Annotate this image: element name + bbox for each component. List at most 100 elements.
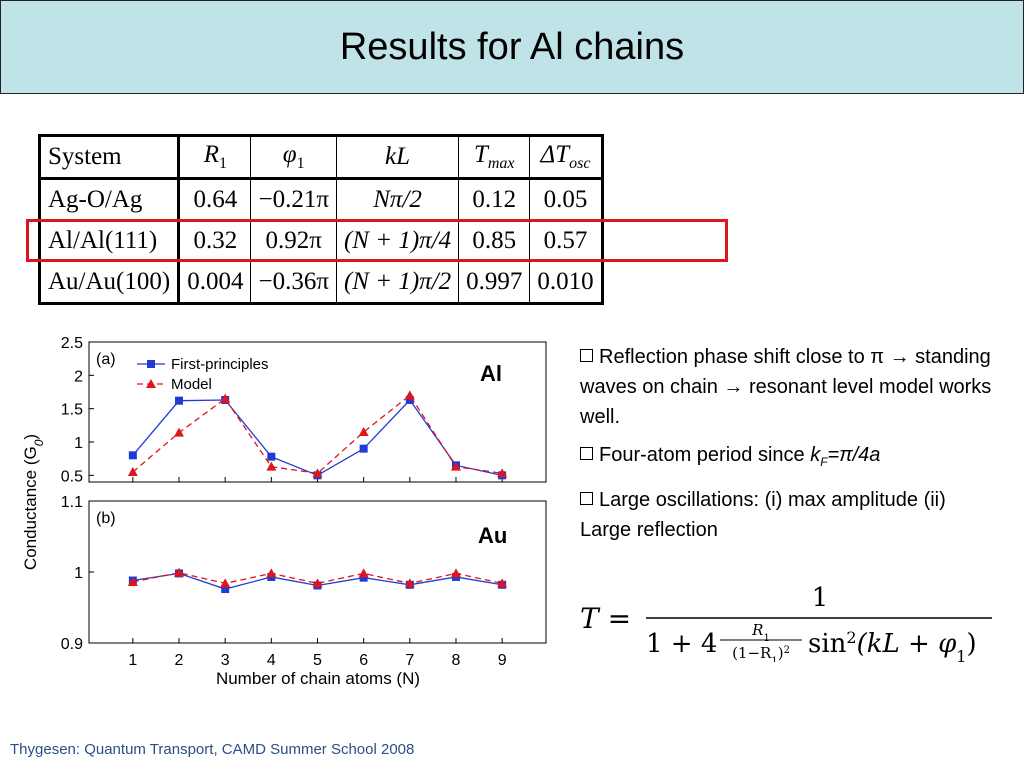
table-row: Au/Au(100) 0.004 −0.36π (N + 1)π/2 0.997… bbox=[38, 261, 603, 304]
formula-lhs: T = bbox=[580, 602, 631, 635]
data-point-square bbox=[175, 396, 184, 405]
data-point-triangle bbox=[174, 567, 185, 577]
x-tick-label: 8 bbox=[452, 652, 461, 669]
data-point-triangle bbox=[266, 568, 277, 578]
x-tick-label: 3 bbox=[221, 652, 230, 669]
plot-frame bbox=[88, 341, 547, 483]
x-axis-label: Number of chain atoms (N) bbox=[216, 669, 420, 688]
data-point-square bbox=[359, 573, 368, 582]
header-kl: kL bbox=[335, 135, 460, 180]
formula-sine-term: sin2(kL + φ1) bbox=[808, 628, 977, 663]
x-tick-label: 9 bbox=[498, 652, 507, 669]
legend-triangle-marker bbox=[146, 379, 156, 388]
checkbox-bullet-icon bbox=[580, 349, 593, 362]
panel-label: (a) bbox=[96, 351, 116, 368]
series-line-model bbox=[132, 394, 503, 475]
cell-r1: 0.004 bbox=[178, 261, 252, 304]
data-point-triangle bbox=[266, 461, 277, 471]
title-bar: Results for Al chains bbox=[0, 0, 1024, 94]
data-point-triangle bbox=[497, 468, 508, 478]
y-tick-label: 1 bbox=[74, 435, 83, 452]
header-system: System bbox=[38, 135, 181, 180]
bullet-list: Reflection phase shift close to π → stan… bbox=[580, 342, 1000, 553]
x-tick-label: 5 bbox=[313, 652, 322, 669]
conductance-chart: Conductance (G0) Number of chain atoms (… bbox=[21, 335, 547, 688]
cell-kl: (N + 1)π/2 bbox=[335, 261, 460, 304]
data-point-triangle bbox=[127, 467, 138, 476]
y-tick-label: 1 bbox=[74, 565, 83, 582]
formula-inner-numerator: R1 bbox=[751, 621, 770, 644]
y-axis-label: Conductance (G0) bbox=[21, 434, 46, 570]
legend-label: First-principles bbox=[171, 356, 269, 373]
cell-phi1: −0.36π bbox=[250, 261, 337, 304]
data-point-triangle bbox=[450, 568, 461, 578]
cell-tmax: 0.12 bbox=[458, 178, 531, 221]
formula-numerator: 1 bbox=[812, 583, 829, 613]
data-point-triangle bbox=[312, 578, 323, 588]
cell-r1: 0.32 bbox=[178, 220, 252, 262]
x-tick-label: 4 bbox=[267, 652, 276, 669]
cell-r1: 0.64 bbox=[178, 178, 252, 221]
data-point-triangle bbox=[358, 568, 369, 578]
cell-tmax: 0.997 bbox=[458, 261, 531, 304]
checkbox-bullet-icon bbox=[580, 492, 593, 505]
header-phi1: φ1 bbox=[250, 135, 337, 180]
data-point-triangle bbox=[312, 468, 323, 478]
results-table: System R1 φ1 kL Tmax ΔTosc Ag-O/Ag 0.64 … bbox=[38, 134, 604, 305]
series-line-model bbox=[132, 572, 503, 585]
data-point-square bbox=[405, 396, 414, 404]
y-tick-label: 2 bbox=[74, 368, 83, 385]
cell-kl: Nπ/2 bbox=[335, 178, 460, 221]
cell-system: Ag-O/Ag bbox=[38, 178, 181, 221]
cell-kl: (N + 1)π/4 bbox=[335, 220, 460, 262]
data-point-triangle bbox=[497, 578, 508, 588]
data-point-triangle bbox=[450, 461, 461, 471]
data-point-triangle bbox=[220, 578, 231, 588]
formula-inner-denominator: (1−R1)2 bbox=[732, 644, 790, 662]
header-r1: R1 bbox=[178, 135, 252, 180]
cell-system: Au/Au(100) bbox=[38, 261, 181, 304]
y-tick-label: 0.9 bbox=[61, 636, 83, 653]
y-tick-label: 1.5 bbox=[61, 402, 83, 419]
y-tick-label: 2.5 bbox=[61, 335, 83, 352]
legend-label: Model bbox=[171, 376, 212, 393]
cell-dtosc: 0.57 bbox=[529, 220, 603, 262]
bullet-item: Reflection phase shift close to π → stan… bbox=[580, 346, 992, 428]
formula-denominator-start: 1 + 4 bbox=[646, 629, 717, 659]
bullet-item: Large oscillations: (i) max amplitude (i… bbox=[580, 489, 946, 541]
footer-credit: Thygesen: Quantum Transport, CAMD Summer… bbox=[10, 741, 415, 758]
panel-label-au: Au bbox=[478, 523, 508, 548]
cell-dtosc: 0.05 bbox=[529, 178, 603, 221]
data-point-square bbox=[128, 451, 137, 460]
table-header-row: System R1 φ1 kL Tmax ΔTosc bbox=[38, 135, 603, 180]
y-tick-label: 1.1 bbox=[61, 494, 83, 511]
table-row: Ag-O/Ag 0.64 −0.21π Nπ/2 0.12 0.05 bbox=[38, 178, 603, 221]
legend-square-marker bbox=[147, 360, 155, 368]
transmission-formula: T = 1 1 + 4 R1 (1−R1)2 sin2(kL + φ1) bbox=[580, 583, 992, 663]
page-title: Results for Al chains bbox=[339, 25, 685, 68]
x-tick-label: 1 bbox=[128, 652, 137, 669]
cell-dtosc: 0.010 bbox=[529, 261, 603, 304]
header-dtosc: ΔTosc bbox=[529, 135, 603, 180]
panel-label: (b) bbox=[96, 510, 116, 527]
data-point-square bbox=[267, 452, 276, 461]
cell-phi1: −0.21π bbox=[250, 178, 337, 221]
y-tick-label: 0.5 bbox=[61, 468, 83, 485]
data-point-square bbox=[359, 444, 368, 453]
x-tick-label: 2 bbox=[175, 652, 184, 669]
x-tick-label: 6 bbox=[359, 652, 368, 669]
checkbox-bullet-icon bbox=[580, 447, 593, 460]
data-point-triangle bbox=[174, 427, 185, 437]
data-point-triangle bbox=[358, 427, 369, 436]
data-point-triangle bbox=[220, 393, 231, 403]
data-point-triangle bbox=[127, 576, 138, 586]
data-point-triangle bbox=[404, 390, 415, 400]
x-tick-label: 7 bbox=[405, 652, 414, 669]
cell-phi1: 0.92π bbox=[250, 220, 337, 262]
cell-system: Al/Al(111) bbox=[38, 220, 181, 262]
results-table-wrapper: System R1 φ1 kL Tmax ΔTosc Ag-O/Ag 0.64 … bbox=[38, 134, 604, 305]
data-point-triangle bbox=[404, 578, 415, 588]
data-point-square bbox=[221, 585, 230, 594]
panel-label-al: Al bbox=[480, 361, 502, 386]
header-tmax: Tmax bbox=[458, 135, 531, 180]
